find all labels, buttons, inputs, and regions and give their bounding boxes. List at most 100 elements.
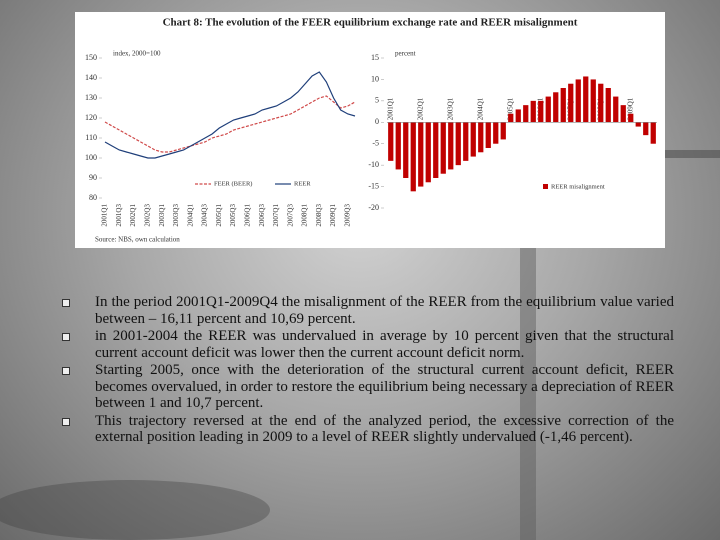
bar (523, 105, 529, 123)
x-tick-label: 2007Q3 (286, 204, 294, 227)
y-axis-label: index, 2000=100 (113, 50, 161, 58)
line-series (104, 95, 356, 153)
bar (500, 122, 506, 140)
bar (598, 83, 604, 123)
bar (485, 122, 491, 148)
bar (410, 122, 416, 192)
bar (620, 105, 626, 123)
x-tick-label: 2004Q3 (201, 204, 209, 227)
y-tick-label: 130 (85, 93, 97, 102)
x-tick-label: 2003Q1 (446, 97, 454, 120)
line-series (104, 71, 356, 159)
bar (448, 122, 454, 170)
figure: Chart 8: The evolution of the FEER equil… (75, 12, 665, 248)
y-tick-label: 5 (375, 96, 379, 105)
bullet-text: In the period 2001Q1-2009Q4 the misalign… (95, 294, 674, 327)
x-tick-label: 2004Q1 (186, 204, 194, 227)
x-tick-label: 2009Q1 (329, 204, 337, 227)
bar (560, 88, 566, 123)
y-tick-label: 0 (375, 117, 379, 126)
bar (590, 79, 596, 123)
bullet-item: in 2001-2004 the REER was undervalued in… (62, 328, 674, 361)
bar (628, 113, 634, 123)
bar (538, 100, 544, 123)
x-tick-label: 2001Q3 (115, 204, 123, 227)
bar (545, 96, 551, 123)
x-tick-label: 2008Q1 (301, 204, 309, 227)
bullet-marker (62, 367, 70, 375)
bar (613, 96, 619, 123)
y-tick-label: 90 (89, 173, 97, 182)
x-tick-label: 2007Q1 (272, 204, 280, 227)
bar (425, 122, 431, 183)
bar (635, 122, 641, 127)
bar (395, 122, 401, 170)
legend-label: REER misalignment (551, 183, 605, 190)
x-tick-label: 2008Q3 (315, 204, 323, 227)
bar (583, 76, 589, 123)
bar (515, 109, 521, 123)
legend-swatch (543, 184, 548, 189)
bar (508, 113, 514, 123)
y-tick-label: 110 (85, 133, 97, 142)
bar (433, 122, 439, 178)
x-tick-label: 2002Q1 (129, 204, 137, 227)
bullet-marker (62, 299, 70, 307)
x-tick-label: 2009Q1 (626, 97, 634, 120)
bar (418, 122, 424, 187)
bar (478, 122, 484, 153)
bar (440, 122, 446, 174)
bullet-text: Starting 2005, once with the deteriorati… (95, 362, 674, 411)
x-tick-label: 2003Q1 (158, 204, 166, 227)
y-tick-label: 140 (85, 73, 97, 82)
bar (530, 100, 536, 123)
y-tick-label: -15 (368, 181, 379, 190)
y-tick-label: 120 (85, 113, 97, 122)
bullet-marker (62, 417, 70, 426)
x-tick-label: 2002Q3 (143, 204, 151, 227)
bar (470, 122, 476, 157)
bar (463, 122, 469, 161)
x-tick-label: 2005Q1 (215, 204, 223, 227)
x-tick-label: 2005Q1 (506, 97, 514, 120)
y-tick-label: -20 (368, 203, 379, 212)
bar (643, 122, 649, 136)
bar (553, 92, 559, 123)
y-tick-label: -10 (368, 160, 379, 169)
y-axis-label: percent (395, 50, 416, 58)
bullet-item: This trajectory reversed at the end of t… (62, 413, 674, 446)
bullet-text: in 2001-2004 the REER was undervalued in… (95, 328, 674, 361)
legend-label: FEER (BEER) (214, 180, 252, 187)
x-tick-label: 2001Q1 (386, 97, 394, 120)
bar (455, 122, 461, 166)
x-tick-label: 2004Q1 (476, 97, 484, 120)
bar (605, 88, 611, 123)
bar (403, 122, 409, 178)
bar (388, 122, 394, 161)
bar (493, 122, 499, 144)
bullet-list: In the period 2001Q1-2009Q4 the misalign… (62, 294, 674, 447)
figure-source: Source: NBS, own calculation (95, 236, 180, 244)
bar (650, 122, 656, 144)
x-tick-label: 2002Q1 (416, 97, 424, 120)
x-tick-label: 2006Q1 (243, 204, 251, 227)
x-tick-label: 2006Q3 (258, 204, 266, 227)
legend-label: REER (294, 180, 311, 187)
x-tick-label: 2001Q1 (101, 204, 109, 227)
bullet-item: In the period 2001Q1-2009Q4 the misalign… (62, 294, 674, 327)
y-tick-label: 10 (371, 74, 379, 83)
bullet-text: This trajectory reversed at the end of t… (95, 412, 674, 446)
bullet-marker (62, 333, 70, 341)
bullet-item: Starting 2005, once with the deteriorati… (62, 362, 674, 412)
x-tick-label: 2005Q3 (229, 204, 237, 227)
y-tick-label: -5 (372, 139, 379, 148)
y-tick-label: 100 (85, 153, 97, 162)
y-tick-label: 150 (85, 53, 97, 62)
y-tick-label: 15 (371, 53, 379, 62)
bar (568, 83, 574, 123)
y-tick-label: 80 (89, 193, 97, 202)
x-tick-label: 2003Q3 (172, 204, 180, 227)
x-tick-label: 2009Q3 (343, 204, 351, 227)
figure-title: Chart 8: The evolution of the FEER equil… (163, 17, 578, 29)
